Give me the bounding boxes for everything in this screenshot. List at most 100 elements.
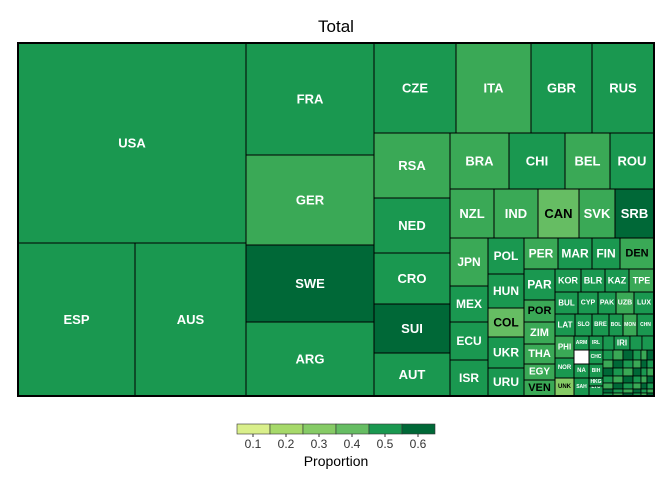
treemap-cell-label: FRA: [297, 92, 324, 107]
treemap-cell-label: RSA: [398, 158, 426, 173]
treemap-cell-label: BLR: [584, 276, 603, 286]
treemap-cell-cze: [373, 42, 457, 134]
treemap-tiny-cell: [640, 382, 648, 390]
treemap-cell-label: TPE: [633, 276, 651, 286]
treemap-tiny-cell: [602, 382, 614, 390]
treemap-cell-label: LTU: [591, 384, 601, 390]
treemap-cell-label: CAN: [544, 206, 572, 221]
treemap-cell-label: DEN: [625, 248, 648, 260]
treemap-cell-label: LAT: [558, 321, 573, 330]
treemap-cell-label: EGY: [529, 367, 550, 378]
treemap-cell-rus: [591, 42, 655, 134]
treemap-cell-label: SAH: [576, 384, 587, 390]
treemap-tiny-cell: [612, 382, 624, 390]
treemap-tiny-cell: [632, 359, 642, 369]
treemap-cell-label: AUT: [399, 367, 426, 382]
treemap-cell-label: CHC: [591, 354, 602, 360]
treemap-tiny-cell: [612, 367, 624, 377]
treemap-tiny-cell: [602, 367, 614, 377]
treemap-tiny-cell: [640, 367, 648, 377]
treemap-tiny-cell: [622, 349, 634, 361]
treemap-cell-label: CHI: [526, 154, 548, 169]
treemap-tiny-cell: [632, 388, 642, 394]
treemap-cell-label: GER: [296, 193, 325, 208]
treemap-cell-label: UKR: [493, 346, 519, 360]
treemap-cell-label: BRA: [465, 154, 494, 169]
treemap-cell-label: PAK: [600, 300, 614, 307]
treemap-cell-label: ESP: [63, 312, 89, 327]
treemap-tiny-cell: [602, 335, 615, 351]
treemap-cell-chi: [508, 132, 566, 190]
treemap-tiny-cell: [612, 349, 624, 361]
treemap-cell-label: IND: [505, 206, 527, 221]
treemap-tiny-cell: [641, 335, 655, 351]
treemap-tiny-cell: [640, 388, 648, 394]
chart-title: Total: [318, 17, 354, 36]
treemap-cell-label: SRB: [621, 206, 648, 221]
legend-tick-label: 0.2: [278, 437, 295, 451]
treemap-cell-den: [619, 237, 655, 270]
treemap-cell-label: NED: [398, 218, 425, 233]
legend-tick-label: 0.3: [311, 437, 328, 451]
treemap-cell-pol: [487, 237, 525, 275]
treemap-tiny-cell: [646, 375, 655, 384]
treemap-tiny-cell: [622, 382, 634, 390]
treemap-cell-label: IRI: [617, 339, 627, 348]
treemap-cell-label: ARM: [576, 340, 587, 346]
treemap-cell-ned: [373, 197, 451, 254]
treemap-cell-label: NOR: [558, 365, 572, 371]
treemap-cell-svk: [578, 188, 616, 239]
proportion-legend: 0.1 0.2 0.3 0.4 0.5 0.6: [236, 423, 436, 451]
treemap-cell-fra: [245, 42, 375, 156]
treemap-cell-hun: [487, 273, 525, 309]
treemap-cell-label: VEN: [528, 382, 551, 394]
treemap-tiny-cell: [629, 335, 643, 351]
treemap-cell-label: MAR: [561, 247, 589, 261]
treemap-cell-label: POR: [528, 305, 552, 317]
treemap-cell-bel: [564, 132, 611, 190]
treemap-cell-sui: [373, 303, 451, 354]
treemap-tiny-cell: [612, 359, 624, 369]
treemap-cell-isr: [449, 359, 489, 397]
treemap-cell-cro: [373, 252, 451, 305]
treemap-cell-label: HUN: [493, 284, 519, 298]
treemap-cell-label: NZL: [459, 206, 484, 221]
treemap-tiny-cell: [646, 359, 655, 369]
treemap-cell-label: KAZ: [608, 276, 627, 286]
treemap-cell-label: USA: [118, 136, 146, 151]
treemap-cell-label: SWE: [295, 276, 325, 291]
treemap-tiny-cell: [640, 349, 648, 361]
treemap-tiny-cell: [646, 367, 655, 377]
treemap-tiny-cell: [622, 359, 634, 369]
treemap-cell-label: FIN: [596, 247, 615, 261]
treemap-tiny-cell: [632, 349, 642, 361]
treemap-tiny-cell: [646, 382, 655, 390]
treemap-tiny-cell: [640, 375, 648, 384]
legend-tick-label: 0.1: [245, 437, 262, 451]
legend-tick-label: 0.4: [344, 437, 361, 451]
treemap-cell-label: POL: [494, 249, 519, 263]
treemap-cell-rsa: [373, 132, 451, 199]
treemap-cell-label: ARG: [296, 352, 325, 367]
treemap-cell-per: [523, 237, 559, 270]
treemap-cell-label: BOL: [611, 322, 622, 328]
treemap-tiny-cell: [640, 359, 648, 369]
treemap-cell-uru: [487, 367, 525, 397]
treemap-cell-label: COL: [493, 316, 518, 330]
treemap-cell-ind: [493, 188, 539, 239]
treemap-cell-label: IRL: [592, 340, 600, 346]
treemap-frame: [17, 42, 655, 397]
treemap-cell-label: CRO: [398, 271, 427, 286]
legend-swatch: [269, 423, 304, 435]
treemap-tiny-cell: [622, 375, 634, 384]
treemap-cell-label: JPN: [457, 255, 480, 269]
treemap-cell-label: PER: [529, 247, 554, 261]
treemap-cell-label: MON: [624, 322, 636, 328]
treemap-cell-label: ECU: [456, 334, 481, 348]
treemap-cell-label: MEX: [456, 297, 482, 311]
legend-swatch: [302, 423, 337, 435]
treemap-tiny-cell: [632, 367, 642, 377]
treemap-cell-label: UZB: [618, 300, 632, 307]
treemap-cell-col: [487, 307, 525, 338]
legend-tick-label: 0.5: [377, 437, 394, 451]
